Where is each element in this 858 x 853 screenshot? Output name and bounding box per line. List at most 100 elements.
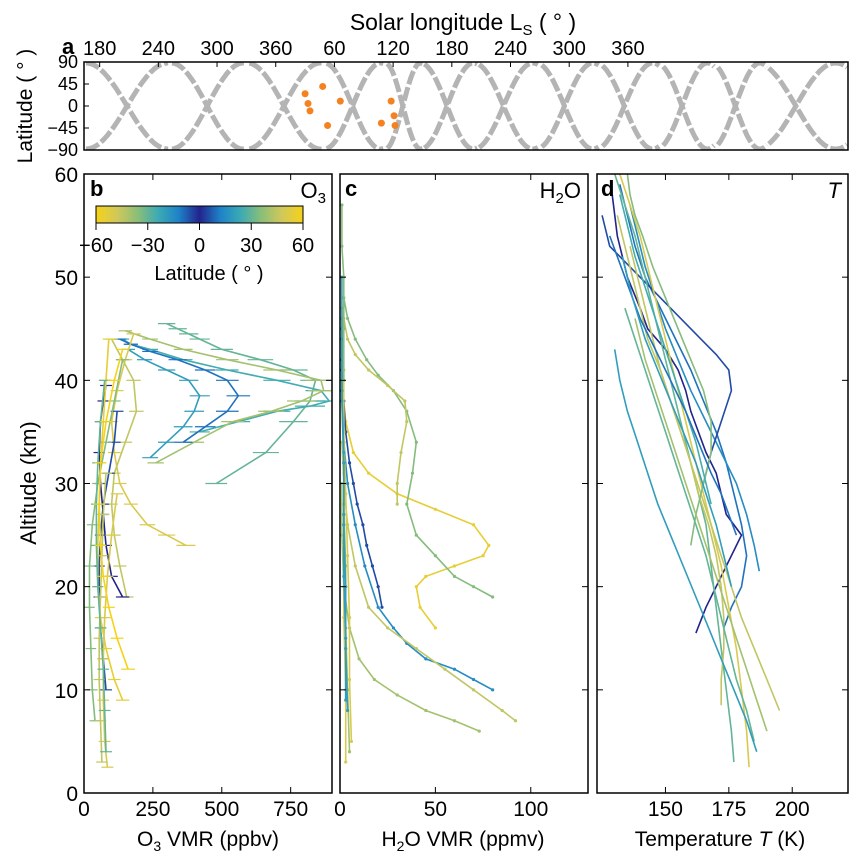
data-point	[342, 574, 346, 578]
data-point	[363, 564, 367, 568]
panel-a-ytick-label: 90	[58, 52, 78, 72]
altitude-tick-label: 0	[66, 783, 78, 806]
latitude-track	[477, 62, 539, 150]
data-point	[471, 585, 476, 589]
latitude-track	[325, 62, 384, 150]
data-point	[351, 481, 355, 486]
panel-a-xtick-label: 180	[435, 38, 468, 60]
latitude-track	[600, 62, 661, 149]
colorbar-gradient	[95, 205, 304, 224]
occultation-point	[301, 90, 309, 98]
data-point	[351, 450, 355, 455]
profile-line	[98, 349, 129, 670]
xtick-label: 0	[334, 798, 346, 821]
occultation-point	[306, 107, 314, 115]
colorbar-ticks: −60 −30 0 30 60	[79, 223, 314, 257]
profile-line	[611, 194, 743, 634]
occultation-points	[301, 82, 399, 130]
altitude-tick-label: 10	[55, 680, 78, 703]
data-point	[471, 677, 476, 682]
panel-a-ylabel: Latitude ( ° )	[14, 49, 37, 164]
data-point	[349, 739, 354, 744]
latitude-track	[422, 62, 479, 150]
latitude-track	[661, 62, 716, 148]
data-point	[342, 450, 346, 455]
data-point	[353, 564, 357, 568]
data-point	[342, 512, 346, 517]
altitude-axis-label: Altitude (km)	[16, 421, 41, 544]
data-point	[361, 523, 365, 527]
profile-line	[629, 246, 781, 711]
latitude-track	[767, 62, 848, 146]
profile-line	[613, 174, 735, 763]
data-point	[370, 564, 375, 568]
altitude-tick-label: 30	[55, 474, 78, 497]
latitude-track	[767, 66, 848, 150]
colorbar-label: Latitude ( ° )	[154, 263, 263, 285]
data-point	[410, 471, 415, 475]
panel-a-xtick-label: 300	[200, 38, 233, 60]
profile-line	[341, 359, 493, 691]
data-point	[433, 626, 437, 630]
profile-line	[616, 215, 725, 706]
profile-line	[341, 483, 480, 732]
panel-d: d T 150 175 200 Temperature T (K)	[596, 173, 849, 851]
panel-a-xtick-label: 120	[376, 38, 409, 60]
panel-d-xtick-labels: 150 175 200	[648, 798, 810, 821]
panel-b-letter: b	[90, 176, 103, 201]
data-point	[491, 595, 495, 599]
data-point	[487, 543, 491, 548]
profile-line	[629, 204, 761, 572]
h2o-profiles	[340, 203, 518, 764]
latitude-track	[85, 62, 169, 150]
panel-a-ytick-label: −90	[47, 140, 78, 160]
data-point	[347, 677, 352, 682]
data-point	[340, 533, 344, 537]
data-point	[477, 729, 481, 733]
data-point	[405, 420, 409, 424]
data-point	[405, 502, 409, 506]
top-axis-label: Solar longitude LS ( ° )	[350, 9, 576, 39]
altitude-tick-label: 60	[55, 164, 78, 187]
data-point	[344, 760, 348, 764]
latitude-track	[540, 62, 600, 149]
panel-d-species: T	[828, 178, 843, 203]
data-point	[414, 533, 418, 537]
data-point	[347, 750, 352, 754]
data-point	[424, 657, 428, 661]
profile-line	[341, 380, 490, 629]
data-point	[344, 636, 348, 640]
latitude-track	[325, 62, 384, 150]
panel-b-frame	[83, 173, 333, 794]
data-point	[353, 352, 357, 357]
data-point	[395, 502, 399, 506]
data-point	[353, 523, 357, 527]
panel-d-frame	[596, 173, 849, 794]
latitude-colorbar: −60 −30 0 30 60 Latitude ( ° )	[79, 205, 314, 285]
xtick-label: 100	[513, 798, 548, 821]
occultation-point	[377, 119, 385, 127]
profile-line	[343, 297, 493, 598]
profile-line	[119, 338, 240, 443]
profile-line	[95, 380, 107, 752]
profile-line	[621, 256, 733, 587]
data-point	[433, 507, 437, 511]
data-point	[471, 523, 476, 527]
colorbar-tick-label: −30	[131, 235, 165, 257]
data-point	[452, 574, 457, 578]
profile-line	[125, 330, 325, 464]
data-point	[340, 389, 344, 393]
panel-b: b O3 0 250 500 750 O3 VMR (ppbv) −60 −30 0 30 6…	[78, 173, 333, 853]
latitude-track	[171, 62, 245, 150]
data-point	[367, 368, 371, 372]
profile-line	[624, 307, 755, 742]
panel-d-ticks	[597, 173, 848, 794]
panel-d-xlabel: Temperature T (K)	[635, 828, 805, 851]
xtick-label: 50	[424, 798, 447, 821]
panel-c-ticks	[339, 173, 588, 794]
profile-line	[601, 215, 733, 484]
data-point	[386, 383, 390, 388]
occultation-point	[387, 97, 395, 105]
data-point	[452, 564, 457, 568]
data-point	[346, 337, 350, 341]
